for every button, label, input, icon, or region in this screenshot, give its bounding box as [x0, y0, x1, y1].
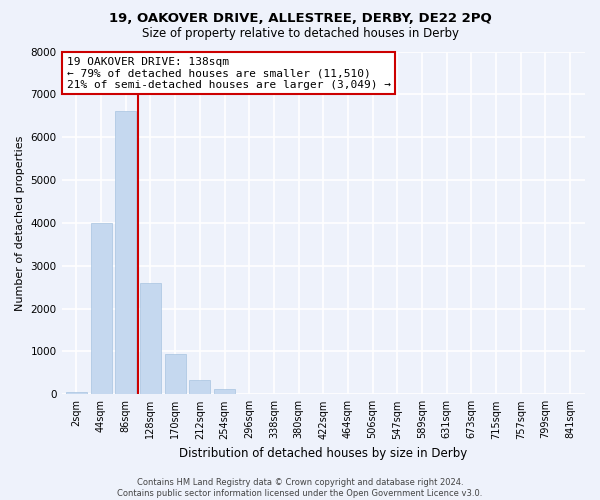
- Text: 19, OAKOVER DRIVE, ALLESTREE, DERBY, DE22 2PQ: 19, OAKOVER DRIVE, ALLESTREE, DERBY, DE2…: [109, 12, 491, 26]
- Bar: [140, 283, 161, 395]
- X-axis label: Distribution of detached houses by size in Derby: Distribution of detached houses by size …: [179, 447, 467, 460]
- Bar: [115, 112, 136, 395]
- Y-axis label: Number of detached properties: Number of detached properties: [15, 135, 25, 310]
- Text: Size of property relative to detached houses in Derby: Size of property relative to detached ho…: [142, 28, 458, 40]
- Bar: [214, 389, 235, 394]
- Text: 19 OAKOVER DRIVE: 138sqm
← 79% of detached houses are smaller (11,510)
21% of se: 19 OAKOVER DRIVE: 138sqm ← 79% of detach…: [67, 56, 391, 90]
- Text: Contains HM Land Registry data © Crown copyright and database right 2024.
Contai: Contains HM Land Registry data © Crown c…: [118, 478, 482, 498]
- Bar: [91, 223, 112, 394]
- Bar: [190, 380, 211, 394]
- Bar: [66, 392, 87, 394]
- Bar: [164, 354, 185, 395]
